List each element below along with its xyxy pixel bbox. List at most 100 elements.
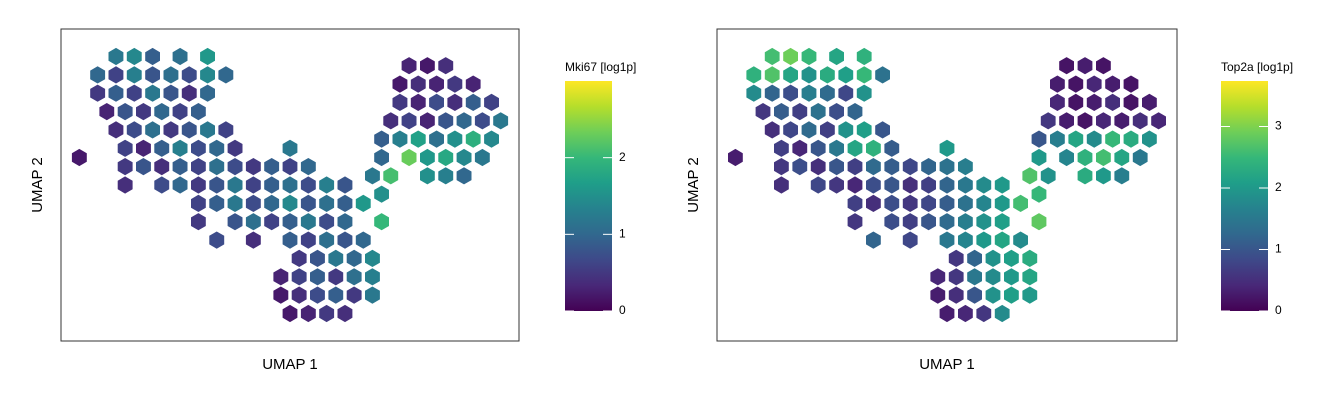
- hex-bin: [227, 158, 243, 176]
- hex-bin: [1031, 148, 1047, 167]
- hex-bin: [746, 66, 762, 84]
- hex-bin: [838, 84, 854, 102]
- hex-bin: [337, 176, 353, 194]
- hex-bin: [493, 112, 509, 130]
- hex-bin: [801, 84, 817, 102]
- x-axis-label: UMAP 1: [919, 356, 975, 373]
- hex-bin: [939, 194, 955, 212]
- hex-bin: [181, 66, 197, 84]
- hex-bin: [429, 75, 444, 93]
- hex-bin: [145, 47, 160, 66]
- hex-bin: [191, 194, 206, 212]
- hex-bin: [958, 158, 973, 176]
- hex-bin: [1050, 75, 1065, 93]
- hex-bin: [930, 268, 946, 286]
- hex-bin: [792, 158, 808, 176]
- hex-bin: [1004, 249, 1019, 267]
- hex-bin: [1114, 148, 1130, 167]
- hex-bin: [300, 213, 316, 231]
- hex-bin: [245, 194, 261, 212]
- hex-bin: [829, 158, 844, 176]
- hex-bin: [847, 176, 863, 194]
- hex-bin: [264, 176, 280, 194]
- hex-bin: [1132, 148, 1148, 167]
- hex-bin: [282, 139, 298, 157]
- colorbar-tick-label: 3: [1275, 119, 1282, 133]
- hex-bin: [1059, 148, 1074, 167]
- hex-bin: [300, 194, 316, 212]
- hex-bin: [985, 249, 1001, 267]
- hex-bin: [810, 158, 826, 176]
- hex-bin: [847, 158, 863, 176]
- hex-bin: [209, 139, 225, 157]
- colorbar-tick-label: 2: [1275, 180, 1282, 194]
- hex-bin: [764, 121, 780, 139]
- hex-bin: [392, 93, 408, 111]
- hex-bin: [939, 304, 955, 323]
- hex-bin: [264, 158, 280, 176]
- hex-bin: [145, 66, 160, 84]
- hex-bin: [227, 139, 243, 157]
- hex-bin: [1096, 167, 1111, 185]
- colorbar-tick-label: 0: [619, 303, 626, 317]
- hex-bin: [218, 66, 234, 84]
- hex-bin: [801, 66, 817, 84]
- hex-bin: [300, 176, 316, 194]
- hex-bin: [191, 213, 206, 231]
- plot-frame: [716, 28, 1178, 342]
- hex-bin: [847, 194, 863, 212]
- hex-bin: [291, 249, 307, 267]
- hex-bin: [1004, 286, 1019, 304]
- hex-bin: [810, 176, 826, 194]
- hex-bin: [1077, 112, 1093, 130]
- hex-bin: [365, 268, 380, 286]
- hex-bin: [783, 47, 798, 66]
- hex-bin: [902, 158, 918, 176]
- hex-bin: [856, 121, 872, 139]
- hex-bin: [838, 121, 854, 139]
- hex-bin: [264, 194, 280, 212]
- hex-bin: [99, 103, 115, 121]
- hex-bin: [328, 286, 344, 304]
- hex-bin: [1096, 148, 1111, 167]
- hex-bin: [245, 158, 261, 176]
- hex-bin: [774, 176, 789, 194]
- hex-bin: [1096, 57, 1111, 75]
- hex-bin: [282, 176, 298, 194]
- hex-bin: [300, 158, 316, 176]
- plot-frame: [60, 28, 520, 342]
- hex-bin: [328, 249, 344, 267]
- hex-bin: [939, 158, 955, 176]
- hex-bin: [383, 112, 399, 130]
- hex-bin: [154, 158, 170, 176]
- hex-bin: [117, 158, 133, 176]
- hex-bin: [1077, 167, 1093, 185]
- hex-bin: [337, 304, 353, 323]
- hex-bin: [810, 103, 826, 121]
- hex-bin: [401, 148, 417, 167]
- hex-bin: [847, 139, 863, 157]
- y-axis-label: UMAP 2: [29, 157, 46, 213]
- colorbar-tick-label: 2: [619, 150, 626, 164]
- colorbar: [565, 81, 612, 311]
- hex-bin: [1059, 112, 1074, 130]
- hex-bin: [1068, 93, 1084, 111]
- hex-bin: [847, 213, 863, 231]
- hex-bin: [1142, 130, 1157, 148]
- colorbar-tick-label: 0: [1275, 303, 1282, 317]
- hex-bin: [227, 194, 243, 212]
- hex-bin: [1031, 213, 1047, 231]
- hex-bin: [921, 158, 936, 176]
- hex-bin: [967, 268, 982, 286]
- hex-bin: [209, 231, 225, 249]
- hex-bin: [829, 139, 844, 157]
- hex-bin: [820, 66, 835, 84]
- hex-bin: [958, 213, 973, 231]
- hex-bin: [465, 93, 481, 111]
- hex-bin: [902, 194, 918, 212]
- hex-bin: [829, 176, 844, 194]
- hex-bin: [967, 249, 982, 267]
- hex-bin: [438, 57, 454, 75]
- hex-bin: [227, 213, 243, 231]
